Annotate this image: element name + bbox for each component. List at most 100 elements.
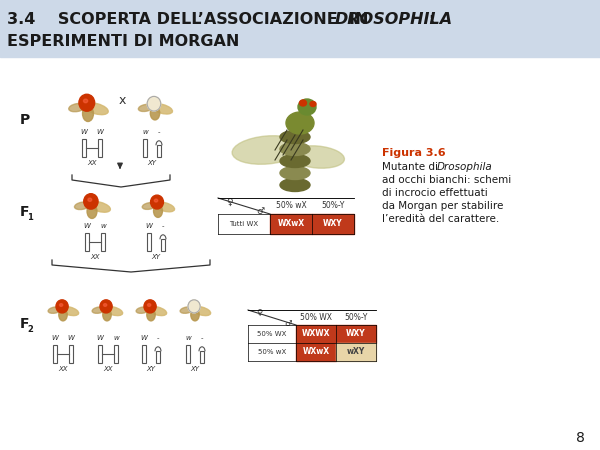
Ellipse shape (280, 143, 310, 156)
Text: WXwX: WXwX (302, 347, 329, 356)
Ellipse shape (148, 306, 167, 315)
Text: 3.4    SCOPERTA DELL’ASSOCIAZIONE  IN: 3.4 SCOPERTA DELL’ASSOCIAZIONE IN (7, 12, 374, 27)
Text: W: W (80, 129, 88, 135)
Text: di incrocio effettuati: di incrocio effettuati (382, 188, 488, 198)
Ellipse shape (139, 104, 153, 112)
Text: ad occhi bianchi: schemi: ad occhi bianchi: schemi (382, 175, 511, 185)
Text: W: W (140, 335, 148, 341)
Text: WXWX: WXWX (302, 329, 330, 338)
Ellipse shape (59, 304, 63, 306)
Text: 50%-Y: 50%-Y (322, 202, 344, 211)
Ellipse shape (88, 198, 92, 202)
Ellipse shape (155, 202, 175, 212)
Text: P: P (20, 113, 30, 127)
Bar (336, 325, 376, 343)
Ellipse shape (280, 166, 310, 180)
Bar (186, 345, 190, 363)
Bar (147, 233, 151, 251)
Text: F: F (20, 205, 29, 219)
Text: 50% wX: 50% wX (258, 349, 286, 355)
Bar (98, 139, 102, 157)
Text: -: - (162, 223, 164, 229)
Text: DROSOPHILA: DROSOPHILA (335, 12, 453, 27)
Ellipse shape (144, 300, 156, 313)
Text: WXY: WXY (323, 220, 343, 229)
Ellipse shape (104, 306, 122, 315)
Ellipse shape (299, 100, 307, 106)
Text: XX: XX (87, 160, 97, 166)
Ellipse shape (48, 307, 61, 313)
Ellipse shape (193, 306, 211, 315)
Text: ESPERIMENTI DI MORGAN: ESPERIMENTI DI MORGAN (7, 33, 239, 49)
Text: W: W (146, 223, 152, 229)
Text: -: - (158, 129, 160, 135)
Bar (157, 145, 161, 157)
Bar (200, 351, 204, 363)
Text: W: W (52, 335, 58, 341)
Ellipse shape (85, 103, 108, 115)
Ellipse shape (147, 309, 155, 321)
Ellipse shape (147, 96, 161, 111)
Text: l’eredità del carattere.: l’eredità del carattere. (382, 214, 499, 224)
Ellipse shape (188, 300, 200, 313)
Text: ♀: ♀ (226, 198, 233, 207)
Ellipse shape (191, 309, 199, 321)
Text: XY: XY (151, 254, 161, 260)
Text: Mutante di: Mutante di (382, 162, 441, 172)
Text: w: w (185, 335, 191, 341)
Ellipse shape (59, 309, 67, 321)
Ellipse shape (69, 104, 85, 112)
Ellipse shape (154, 205, 163, 217)
Text: 50% WX: 50% WX (257, 331, 287, 337)
Text: 50% WX: 50% WX (300, 313, 332, 322)
Text: :: : (428, 12, 434, 27)
Text: XX: XX (90, 254, 100, 260)
Ellipse shape (142, 202, 156, 209)
Bar (270, 214, 312, 234)
Bar (142, 345, 146, 363)
Text: W: W (97, 129, 103, 135)
Text: XX: XX (58, 366, 68, 372)
Text: XY: XY (191, 366, 199, 372)
Text: Figura 3.6: Figura 3.6 (382, 148, 446, 158)
Text: ♂: ♂ (284, 319, 292, 328)
Ellipse shape (148, 304, 151, 306)
Text: Drosophila: Drosophila (437, 162, 493, 172)
Text: XX: XX (103, 366, 113, 372)
Text: 1: 1 (27, 213, 33, 222)
Ellipse shape (280, 130, 310, 144)
Text: x: x (118, 94, 125, 107)
Ellipse shape (298, 99, 316, 115)
Text: W: W (83, 223, 91, 229)
Text: -: - (157, 335, 159, 341)
Bar (156, 351, 160, 363)
Text: Tutti WX: Tutti WX (229, 221, 259, 227)
Text: W: W (97, 335, 103, 341)
Bar (336, 343, 376, 361)
Ellipse shape (84, 194, 98, 209)
Text: 50%-Y: 50%-Y (344, 313, 368, 322)
Bar (114, 345, 118, 363)
Ellipse shape (87, 204, 97, 218)
Ellipse shape (89, 202, 110, 212)
Text: wXY: wXY (347, 347, 365, 356)
Ellipse shape (61, 306, 79, 315)
Bar (101, 233, 105, 251)
Ellipse shape (310, 102, 316, 107)
Bar (0, 0, 600, 57)
Ellipse shape (103, 309, 111, 321)
Ellipse shape (280, 179, 310, 192)
Text: 50% wX: 50% wX (275, 202, 307, 211)
Ellipse shape (83, 99, 88, 103)
Bar (161, 239, 165, 251)
Text: 8: 8 (575, 431, 584, 445)
Ellipse shape (56, 300, 68, 313)
Text: w: w (100, 223, 106, 229)
Text: F: F (20, 317, 29, 331)
Text: w: w (113, 335, 119, 341)
Ellipse shape (79, 94, 95, 111)
Ellipse shape (286, 112, 314, 134)
Bar (296, 325, 336, 343)
Ellipse shape (150, 106, 160, 120)
Bar (53, 345, 57, 363)
